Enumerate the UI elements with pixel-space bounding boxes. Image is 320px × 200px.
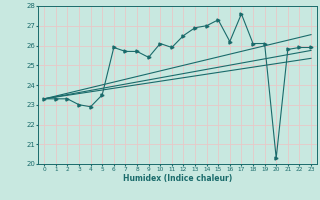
X-axis label: Humidex (Indice chaleur): Humidex (Indice chaleur) [123, 174, 232, 183]
